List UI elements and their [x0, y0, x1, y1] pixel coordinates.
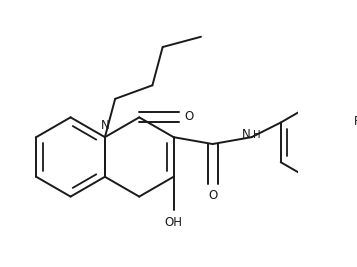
Text: O: O	[208, 189, 217, 202]
Text: O: O	[184, 110, 193, 123]
Text: N: N	[242, 128, 251, 141]
Text: F: F	[353, 115, 357, 128]
Text: H: H	[253, 129, 260, 140]
Text: N: N	[101, 119, 109, 132]
Text: OH: OH	[165, 216, 182, 229]
